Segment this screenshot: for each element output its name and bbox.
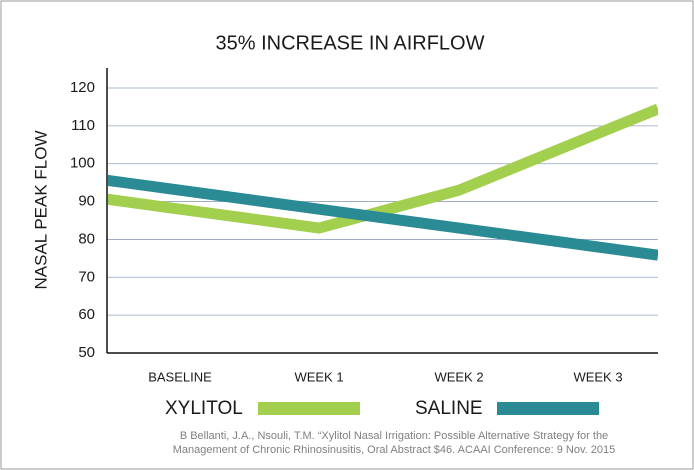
source-line: Management of Chronic Rhinosinusitis, Or…	[173, 444, 615, 456]
x-tick-label: WEEK 2	[434, 369, 483, 384]
x-tick-label: WEEK 1	[294, 369, 343, 384]
x-tick-label: BASELINE	[148, 369, 212, 384]
chart-title: 35% INCREASE IN AIRFLOW	[216, 32, 485, 54]
x-tick-label: WEEK 3	[573, 369, 622, 384]
y-tick-label: 50	[78, 344, 95, 361]
y-tick-label: 60	[78, 306, 95, 323]
y-tick-label: 70	[78, 268, 95, 285]
y-tick-label: 100	[70, 155, 95, 172]
source-line: B Bellanti, J.A., Nsouli, T.M. “Xylitol …	[180, 430, 608, 442]
y-tick-label: 110	[71, 117, 95, 134]
y-tick-label: 90	[78, 193, 95, 210]
y-tick-label: 80	[78, 230, 95, 247]
y-axis-label: NASAL PEAK FLOW	[31, 130, 50, 289]
y-tick-label: 120	[70, 79, 95, 96]
legend-label: SALINE	[415, 398, 483, 419]
legend-swatch	[258, 402, 360, 415]
legend-swatch	[497, 402, 599, 415]
series-line	[108, 103, 658, 234]
series-line	[108, 174, 658, 261]
plot-area	[108, 103, 658, 261]
legend-label: XYLITOL	[165, 398, 243, 419]
